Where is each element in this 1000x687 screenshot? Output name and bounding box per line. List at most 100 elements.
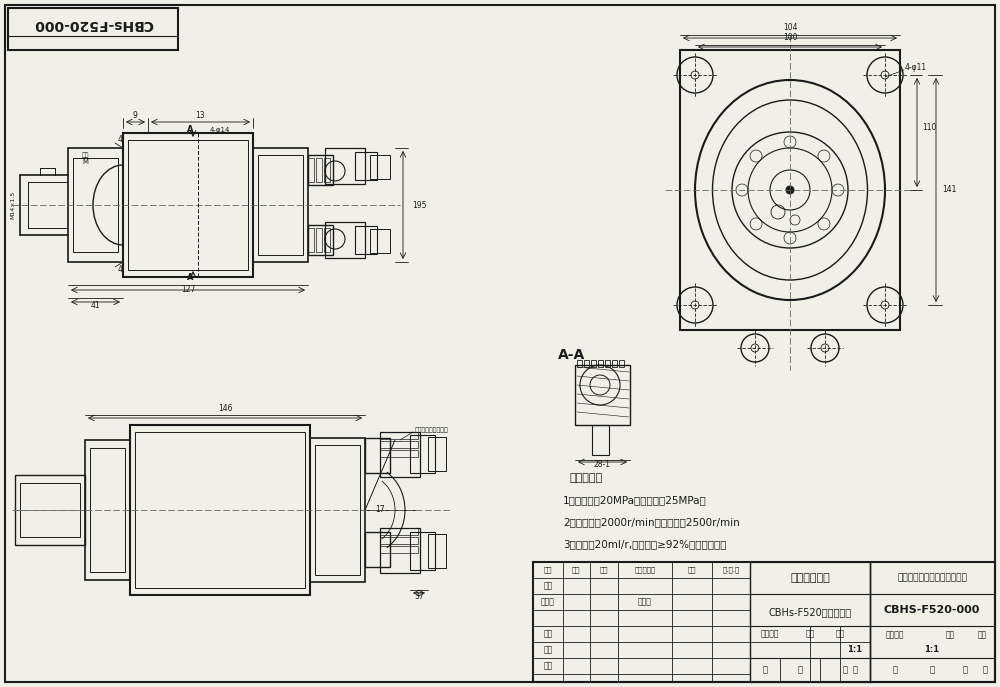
Bar [20, 483, 80, 537]
Text: 127: 127 [181, 285, 195, 294]
Text: A: A [186, 273, 193, 282]
Bar [575, 365, 630, 425]
Text: 共: 共 [893, 666, 898, 675]
Bar [316, 158, 322, 182]
Bar [325, 148, 365, 184]
Text: 4: 4 [118, 265, 122, 275]
Text: 更改文件号: 更改文件号 [634, 567, 656, 574]
Bar [123, 133, 253, 277]
Text: 2、额定转速2000r/min，最高转速2500r/min: 2、额定转速2000r/min，最高转速2500r/min [563, 517, 740, 527]
Text: 1:1: 1:1 [924, 646, 940, 655]
Bar [130, 425, 310, 595]
Text: M: M [82, 159, 88, 165]
Text: 标记: 标记 [544, 567, 552, 574]
Text: 处数: 处数 [572, 567, 580, 574]
Text: 审核: 审核 [543, 629, 553, 638]
Bar [324, 158, 330, 182]
Text: 键槽: 键槽 [81, 153, 89, 158]
Bar [591, 360, 596, 367]
Text: 签名: 签名 [688, 567, 696, 574]
Text: 标准化: 标准化 [541, 598, 555, 607]
Text: 质量标记: 质量标记 [761, 629, 779, 638]
Bar [308, 225, 333, 255]
Bar [355, 152, 377, 180]
Bar [380, 528, 420, 573]
Bar [680, 50, 900, 330]
Bar [15, 475, 85, 545]
Bar [584, 360, 589, 367]
Bar [324, 228, 330, 252]
Text: 9: 9 [133, 111, 137, 120]
Text: 设计: 设计 [543, 581, 553, 591]
Bar [135, 432, 305, 588]
Text: 28-1: 28-1 [594, 460, 610, 469]
Text: CBHs-F520齿轮泵总成: CBHs-F520齿轮泵总成 [768, 607, 852, 617]
Text: 41: 41 [90, 301, 100, 310]
Bar [612, 360, 617, 367]
Bar [365, 532, 390, 567]
Bar [370, 155, 390, 179]
Text: A-A: A-A [558, 348, 585, 362]
Bar [577, 360, 582, 367]
Text: CBHS-F520-000: CBHS-F520-000 [884, 605, 980, 615]
Text: 17: 17 [375, 506, 385, 515]
Text: 13: 13 [195, 111, 205, 120]
Bar [325, 222, 365, 258]
Bar [355, 226, 377, 254]
Text: 110: 110 [922, 123, 936, 132]
Text: 37: 37 [414, 592, 424, 601]
Text: 146: 146 [218, 404, 232, 413]
Bar [365, 438, 390, 473]
Text: 分区: 分区 [600, 567, 608, 574]
Text: 质量: 质量 [805, 629, 815, 638]
Bar [315, 445, 360, 575]
Bar [410, 435, 435, 473]
Text: 4-φ14: 4-φ14 [210, 127, 230, 133]
Bar [592, 425, 609, 455]
Text: 年.月.日: 年.月.日 [722, 567, 740, 574]
Text: 常州博华盛液压科技有限公司: 常州博华盛液压科技有限公司 [897, 574, 967, 583]
Text: 册: 册 [842, 666, 848, 675]
Text: 外连接尺寸图: 外连接尺寸图 [790, 573, 830, 583]
Bar [316, 228, 322, 252]
Text: 页: 页 [982, 666, 988, 675]
Bar [598, 360, 603, 367]
Text: 标准化: 标准化 [638, 598, 652, 607]
Text: 第: 第 [930, 666, 934, 675]
Text: 共: 共 [763, 666, 768, 675]
Bar [90, 448, 125, 572]
Text: 技术参数：: 技术参数： [570, 473, 603, 483]
Bar [428, 534, 446, 568]
Text: 195: 195 [412, 201, 426, 210]
Text: M14×1.5: M14×1.5 [10, 191, 16, 219]
Bar [380, 432, 420, 477]
Text: 请填写产品规格名称: 请填写产品规格名称 [415, 427, 449, 433]
Bar [8, 8, 178, 50]
Bar [428, 437, 446, 471]
Bar [380, 528, 418, 535]
Text: 页: 页 [852, 666, 858, 675]
Bar [380, 441, 418, 448]
Bar [128, 140, 248, 270]
Text: A: A [186, 126, 193, 135]
Bar [308, 228, 314, 252]
Bar [380, 546, 418, 553]
Bar [308, 158, 314, 182]
Text: 1、额定压力20MPa，最高压力25MPa。: 1、额定压力20MPa，最高压力25MPa。 [563, 495, 707, 505]
Text: CBHs-F520-000: CBHs-F520-000 [33, 17, 153, 31]
Bar [73, 158, 118, 252]
Bar [380, 450, 418, 457]
Text: 比例: 比例 [835, 629, 845, 638]
Text: 质量标记: 质量标记 [886, 631, 904, 640]
Bar [308, 155, 333, 185]
Text: 审定: 审定 [543, 646, 553, 655]
Bar [380, 537, 418, 544]
Text: 质量: 质量 [945, 631, 955, 640]
Bar [258, 155, 303, 255]
Bar [605, 360, 610, 367]
Text: 比例: 比例 [977, 631, 987, 640]
Text: 1:1: 1:1 [847, 646, 863, 655]
Bar [619, 360, 624, 367]
Bar [380, 432, 418, 439]
Bar [85, 440, 130, 580]
